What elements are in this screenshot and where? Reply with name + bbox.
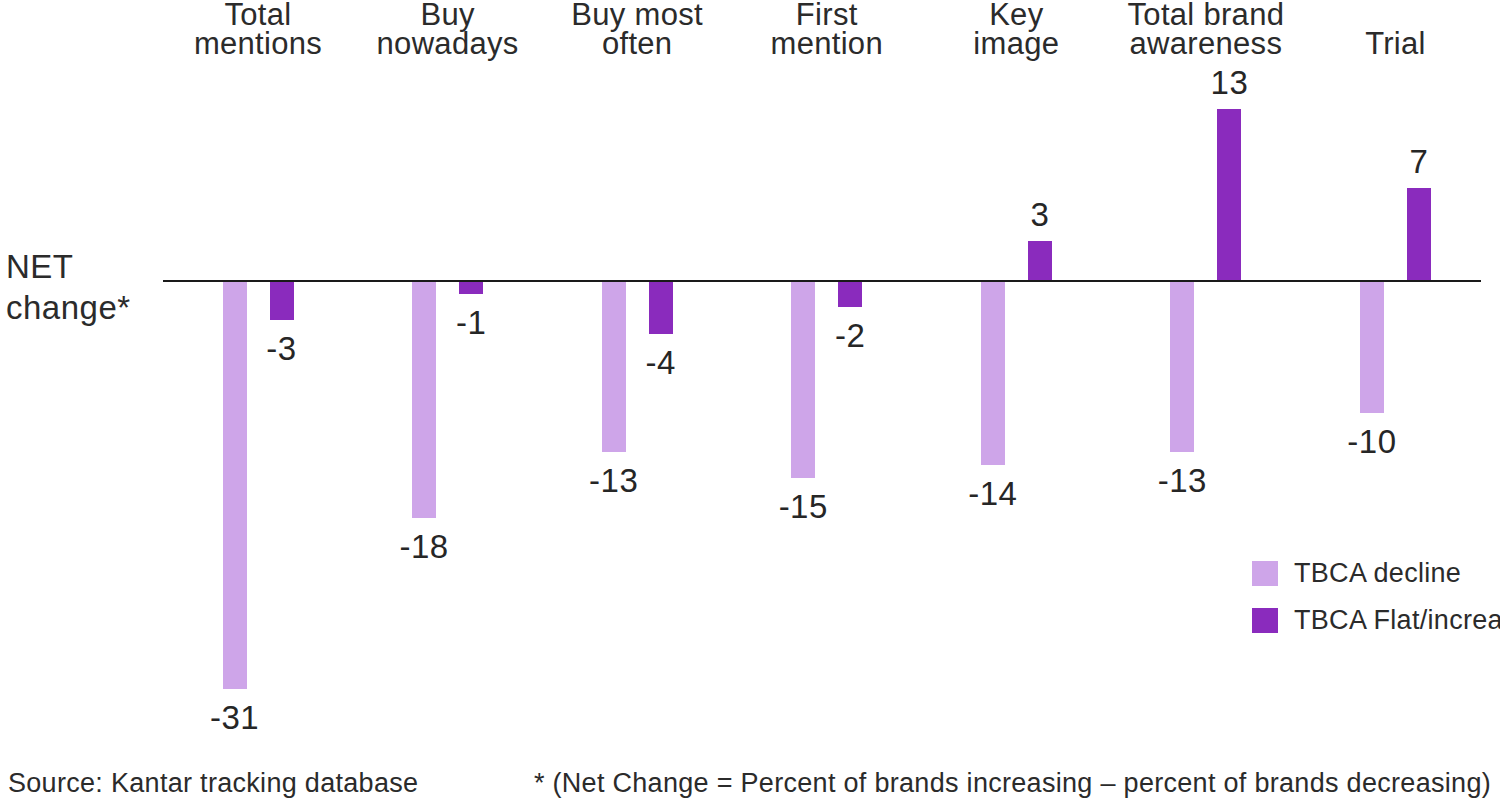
category-label-line: Trial	[1275, 29, 1500, 58]
value-label-flat-increase-1: -3	[227, 332, 337, 366]
legend-swatch-flat-increase	[1252, 608, 1278, 633]
bar-decline-7	[1360, 281, 1384, 413]
value-label-decline-1: -31	[180, 701, 290, 735]
bar-decline-6	[1170, 281, 1194, 452]
value-label-decline-2: -18	[369, 530, 479, 564]
bar-flat-increase-5	[1028, 241, 1052, 280]
bar-decline-5	[981, 281, 1005, 465]
value-label-flat-increase-7: 7	[1364, 145, 1474, 179]
legend-item-flat-increase: TBCA Flat/increase	[1252, 608, 1500, 633]
bar-flat-increase-1	[270, 281, 294, 320]
bar-flat-increase-4	[838, 281, 862, 307]
value-label-flat-increase-6: 13	[1174, 66, 1284, 100]
value-label-decline-3: -13	[559, 464, 669, 498]
legend: TBCA decline TBCA Flat/increase	[1252, 561, 1500, 655]
value-label-flat-increase-3: -4	[606, 346, 716, 380]
legend-item-decline: TBCA decline	[1252, 561, 1500, 586]
value-label-flat-increase-2: -1	[416, 306, 526, 340]
legend-label-decline: TBCA decline	[1294, 558, 1461, 589]
x-axis-line	[163, 280, 1481, 282]
bar-flat-increase-6	[1217, 109, 1241, 280]
bar-decline-4	[791, 281, 815, 478]
value-label-decline-6: -13	[1127, 464, 1237, 498]
plot-area: Totalmentions-31-3Buynowadays-18-1Buy mo…	[0, 0, 1500, 800]
legend-label-flat-increase: TBCA Flat/increase	[1294, 605, 1500, 636]
bar-flat-increase-3	[649, 281, 673, 334]
value-label-flat-increase-5: 3	[985, 198, 1095, 232]
bar-flat-increase-7	[1407, 188, 1431, 280]
category-label-trial: Trial	[1275, 0, 1500, 58]
bar-flat-increase-2	[459, 281, 483, 294]
value-label-decline-4: -15	[748, 490, 858, 524]
legend-swatch-decline	[1252, 561, 1278, 586]
net-change-bar-chart: NET change* Totalmentions-31-3Buynowaday…	[0, 0, 1500, 800]
value-label-decline-7: -10	[1317, 425, 1427, 459]
value-label-flat-increase-4: -2	[795, 319, 905, 353]
value-label-decline-5: -14	[938, 477, 1048, 511]
